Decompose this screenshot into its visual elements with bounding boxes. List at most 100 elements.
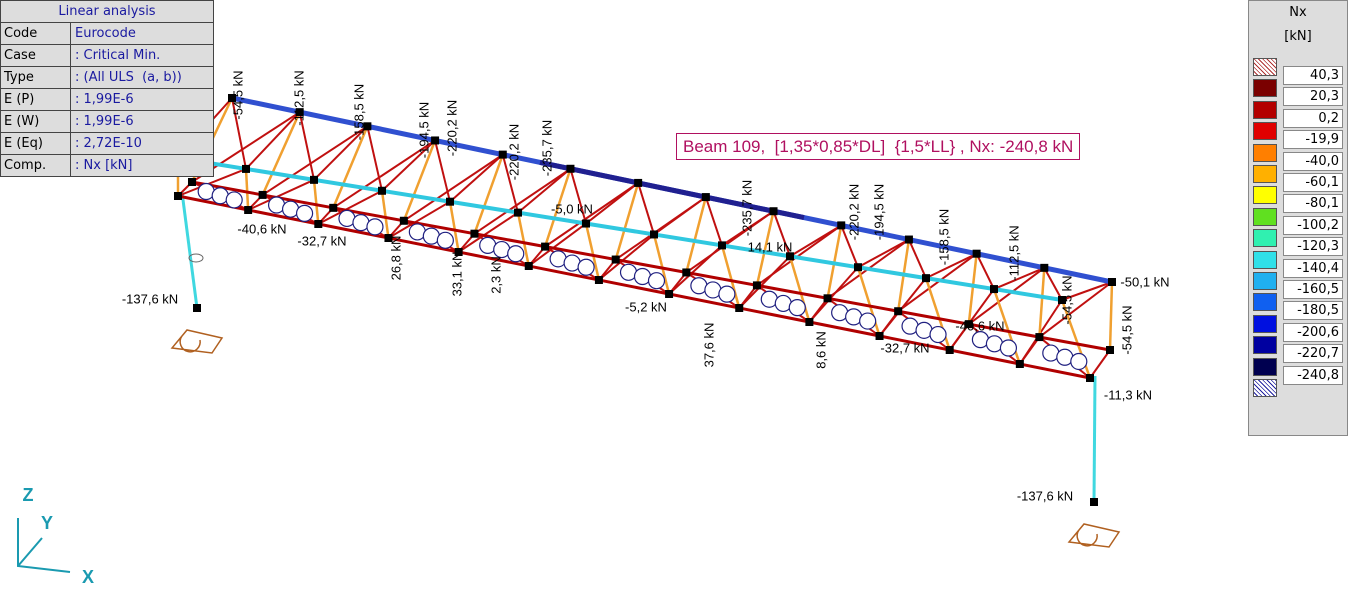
member-label: -54,5 kN <box>1119 305 1134 354</box>
legend-swatch <box>1253 358 1277 376</box>
legend-entry: 20,3 <box>1253 78 1345 98</box>
legend-entry: -19,9 <box>1253 121 1345 141</box>
node <box>329 204 337 212</box>
legend-swatch <box>1253 208 1277 226</box>
member-label: -32,7 kN <box>297 233 346 248</box>
member <box>382 191 388 238</box>
support-symbol <box>649 273 665 289</box>
legend-swatch <box>1253 144 1277 162</box>
node <box>770 207 778 215</box>
member-label: -194,5 kN <box>416 102 431 158</box>
member-label: -54,5 kN <box>1059 275 1074 324</box>
support-symbol <box>226 192 242 208</box>
legend-entry: -220,7 <box>1253 335 1345 355</box>
node <box>242 165 250 173</box>
legend-swatch <box>1253 293 1277 311</box>
info-value: : 1,99E-6 <box>71 111 134 132</box>
node <box>894 307 902 315</box>
support-symbol <box>437 232 453 248</box>
support-symbol <box>860 313 876 329</box>
info-title: Linear analysis <box>1 1 213 23</box>
legend-entry: -160,5 <box>1253 271 1345 291</box>
member <box>1090 350 1110 378</box>
info-key: Code <box>1 23 71 44</box>
legend-swatch <box>1253 379 1277 397</box>
legend-swatch <box>1253 315 1277 333</box>
member-label: -137,6 kN <box>1017 488 1073 503</box>
support-symbol <box>789 300 805 316</box>
node <box>805 318 813 326</box>
member-label: -194,5 kN <box>871 184 886 240</box>
member-label: -137,6 kN <box>122 291 178 306</box>
member-label: -54,5 kN <box>230 70 245 119</box>
member-label: -235,7 kN <box>539 120 554 176</box>
node <box>541 243 549 251</box>
info-row: Case: Critical Min. <box>1 45 213 67</box>
legend-swatch <box>1253 58 1277 76</box>
member <box>1039 282 1112 337</box>
info-value: Eurocode <box>71 23 136 44</box>
info-row: E (P): 1,99E-6 <box>1 89 213 111</box>
member-label: 33,1 kN <box>449 252 464 297</box>
node <box>525 262 533 270</box>
member-label: -158,5 kN <box>351 84 366 140</box>
info-row: CodeEurocode <box>1 23 213 45</box>
node <box>1106 346 1114 354</box>
legend-entry: 0,2 <box>1253 100 1345 120</box>
legend-unit: [kN] <box>1249 25 1347 49</box>
member <box>638 183 654 235</box>
support-symbol <box>1000 340 1016 356</box>
member-label: -40,6 kN <box>955 318 1004 333</box>
member-label: -112,5 kN <box>1006 225 1021 280</box>
legend-entry: 40,3 <box>1253 57 1345 77</box>
info-value: : (All ULS (a, b)) <box>71 67 182 88</box>
support-symbol <box>930 327 946 343</box>
info-key: Type <box>1 67 71 88</box>
member-label: 2,3 kN <box>488 256 503 294</box>
legend-entry: -100,2 <box>1253 207 1345 227</box>
member-label: -32,7 kN <box>880 340 929 355</box>
member-label: -5,0 kN <box>551 201 593 216</box>
member-label: -235,7 kN <box>739 180 754 236</box>
axis-x: X <box>82 567 94 587</box>
info-panel: Linear analysis CodeEurocodeCase: Critic… <box>0 0 214 177</box>
node <box>174 192 182 200</box>
info-row: E (Eq): 2,72E-10 <box>1 133 213 155</box>
node <box>446 198 454 206</box>
node <box>244 206 252 214</box>
member-label: -220,2 kN <box>506 124 521 180</box>
node <box>582 220 590 228</box>
node <box>665 290 673 298</box>
legend-entry: -120,3 <box>1253 228 1345 248</box>
member <box>858 240 909 268</box>
node <box>650 230 658 238</box>
support-symbol <box>1071 353 1087 369</box>
member-label: 14,1 kN <box>748 239 793 254</box>
support-symbol <box>719 286 735 302</box>
node <box>400 217 408 225</box>
member <box>1094 376 1095 502</box>
member-label: -5,2 kN <box>625 299 667 314</box>
member <box>1110 282 1112 350</box>
node <box>188 178 196 186</box>
member-label: -158,5 kN <box>936 209 951 265</box>
node <box>990 285 998 293</box>
info-row: Comp.: Nx [kN] <box>1 155 213 176</box>
node <box>514 209 522 217</box>
legend-swatch <box>1253 336 1277 354</box>
info-row: Type: (All ULS (a, b)) <box>1 67 213 89</box>
info-key: Comp. <box>1 155 71 176</box>
axis-z: Z <box>23 485 34 505</box>
legend-entry: -240,8 <box>1253 357 1345 377</box>
node <box>682 268 690 276</box>
legend-swatch <box>1253 165 1277 183</box>
legend-swatch <box>1253 79 1277 97</box>
member <box>246 169 248 210</box>
info-value: : 1,99E-6 <box>71 89 134 110</box>
member-label: 37,6 kN <box>701 323 716 368</box>
legend-entry: -200,6 <box>1253 314 1345 334</box>
node <box>922 274 930 282</box>
member <box>404 155 503 221</box>
info-key: Case <box>1 45 71 66</box>
member <box>586 183 638 224</box>
